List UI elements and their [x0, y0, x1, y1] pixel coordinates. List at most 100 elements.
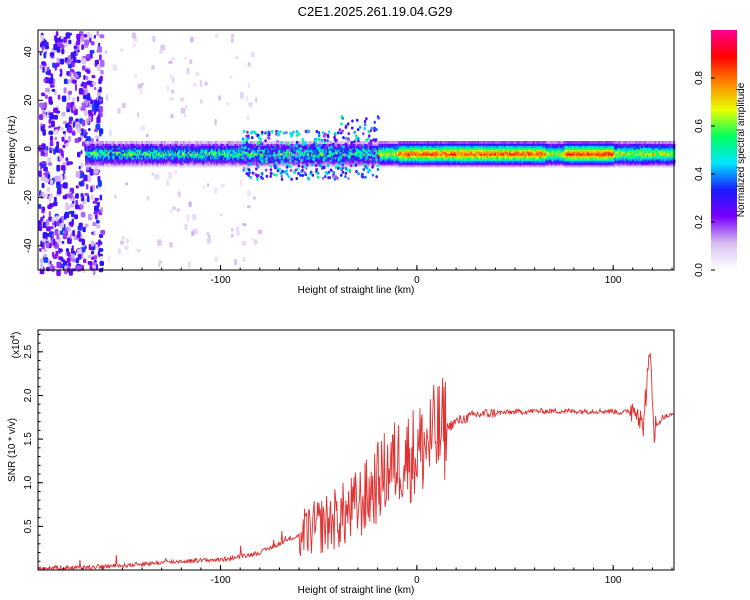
- spectrogram-cell: [217, 154, 219, 158]
- spectrogram-cell: [357, 142, 359, 146]
- spectrogram-cell: [310, 141, 312, 144]
- spectrogram-cell: [118, 160, 120, 164]
- spectrogram-cell: [133, 141, 135, 144]
- spectrogram-cell: [246, 154, 248, 158]
- spectrogram-cell: [87, 128, 91, 131]
- spectrogram-cell: [409, 142, 411, 146]
- spectrogram-cell: [462, 141, 464, 144]
- spectrogram-cell: [237, 148, 239, 152]
- spectrogram-cell: [96, 224, 101, 229]
- spectrogram-cell: [283, 164, 285, 168]
- spectrogram-cell: [318, 141, 320, 144]
- spectrogram-cell: [444, 158, 446, 162]
- spectrogram-cell: [257, 229, 263, 235]
- spectrogram-cell: [210, 162, 212, 166]
- spectrogram-cell: [245, 156, 247, 160]
- spectrogram-cell: [338, 141, 340, 144]
- spectrogram-cell: [99, 194, 103, 201]
- spectrogram-cell: [247, 156, 249, 160]
- spectrogram-cell: [433, 152, 436, 156]
- spectrogram-cell: [386, 146, 388, 150]
- spectrogram-cell: [135, 152, 138, 156]
- spectrogram-cell: [359, 158, 361, 162]
- spectrogram-cell: [253, 162, 255, 166]
- spectrogram-cell: [232, 156, 234, 160]
- spectrogram-cell: [76, 265, 82, 272]
- spectrogram-cell: [85, 150, 87, 154]
- spectrogram-cell: [152, 154, 154, 158]
- spectrogram-cell: [377, 150, 379, 154]
- spectrogram-cell: [166, 154, 168, 158]
- spectrogram-cell: [417, 158, 419, 162]
- spectrogram-cell: [447, 156, 450, 160]
- spectrogram-cell: [177, 150, 179, 154]
- spectrogram-cell: [198, 162, 200, 166]
- spectrogram-cell: [360, 154, 363, 158]
- spectrogram-cell: [93, 148, 95, 152]
- spectrogram-cell: [75, 40, 81, 46]
- spectrogram-cell: [464, 164, 466, 168]
- spectrogram-cell: [121, 158, 123, 162]
- spectrogram-cell: [126, 154, 128, 158]
- spectrogram-cell: [101, 142, 103, 146]
- spectrogram-cell: [359, 150, 361, 154]
- spectrogram-cell: [229, 75, 232, 80]
- spectrogram-cell: [129, 141, 132, 144]
- spectrogram-cell: [40, 34, 44, 42]
- spectrogram-cell: [128, 144, 131, 148]
- spectrogram-cell: [206, 141, 208, 144]
- spectrogram-cell: [374, 146, 377, 150]
- spectrogram-cell: [48, 78, 53, 85]
- spectrogram-cell: [89, 146, 92, 150]
- spectrogram-cell: [195, 154, 198, 158]
- spectrogram-cell: [343, 152, 345, 156]
- spectrogram-cell: [438, 160, 440, 164]
- spectrogram-cell: [138, 142, 140, 146]
- spectrogram-cell: [152, 150, 154, 154]
- spectrogram-cell: [233, 164, 235, 168]
- spectrogram-cell: [112, 64, 118, 71]
- spectrogram-cell: [389, 146, 391, 150]
- spectrogram-cell: [447, 154, 450, 158]
- spectrogram-cell: [405, 160, 407, 164]
- spectrogram-cell: [457, 154, 459, 158]
- spectrogram-cell: [363, 152, 365, 156]
- spectrogram-cell: [400, 142, 403, 146]
- spectrogram-cell: [80, 212, 86, 218]
- spectrogram-cell: [397, 158, 399, 162]
- spectrogram-cell: [133, 158, 135, 162]
- spectrogram-cell: [65, 213, 69, 217]
- spectrogram-cell: [338, 150, 340, 154]
- spectrogram-cell: [304, 150, 306, 154]
- spectrogram-cell: [161, 152, 164, 156]
- spectrogram-cell: [214, 156, 217, 160]
- spectrogram-cell: [451, 150, 453, 154]
- spectrogram-cell: [353, 152, 355, 156]
- spectrogram-cell: [189, 164, 192, 168]
- spectrogram-cell: [370, 146, 372, 150]
- spectrogram-cell: [231, 154, 233, 158]
- spectrogram-cell: [43, 166, 48, 172]
- spectrogram-cell: [186, 141, 188, 144]
- spectrogram-cell: [406, 162, 408, 166]
- spectrogram-cell: [199, 80, 203, 87]
- spectrogram-cell: [181, 160, 184, 164]
- spectrogram-cell: [61, 48, 65, 55]
- spectrogram-cell: [265, 144, 267, 148]
- spectrogram-cell: [188, 144, 191, 148]
- spectrogram-cell: [87, 69, 91, 74]
- spectrogram-cell: [136, 160, 139, 164]
- spectrogram-cell: [91, 141, 93, 144]
- spectrogram-cell: [65, 227, 69, 231]
- spectrogram-cell: [153, 142, 155, 146]
- spectrogram-cell: [233, 150, 235, 154]
- spectrogram-cell: [416, 164, 418, 168]
- spectrogram-cell: [109, 158, 112, 162]
- spectrogram-cell: [189, 141, 192, 144]
- spectrogram-cell: [387, 158, 390, 162]
- spectrogram-cell: [277, 158, 279, 162]
- spectrogram-cell: [426, 141, 429, 144]
- spectrogram-cell: [240, 150, 242, 154]
- spectrogram-cell: [187, 142, 189, 146]
- spectrogram-cell: [424, 162, 426, 166]
